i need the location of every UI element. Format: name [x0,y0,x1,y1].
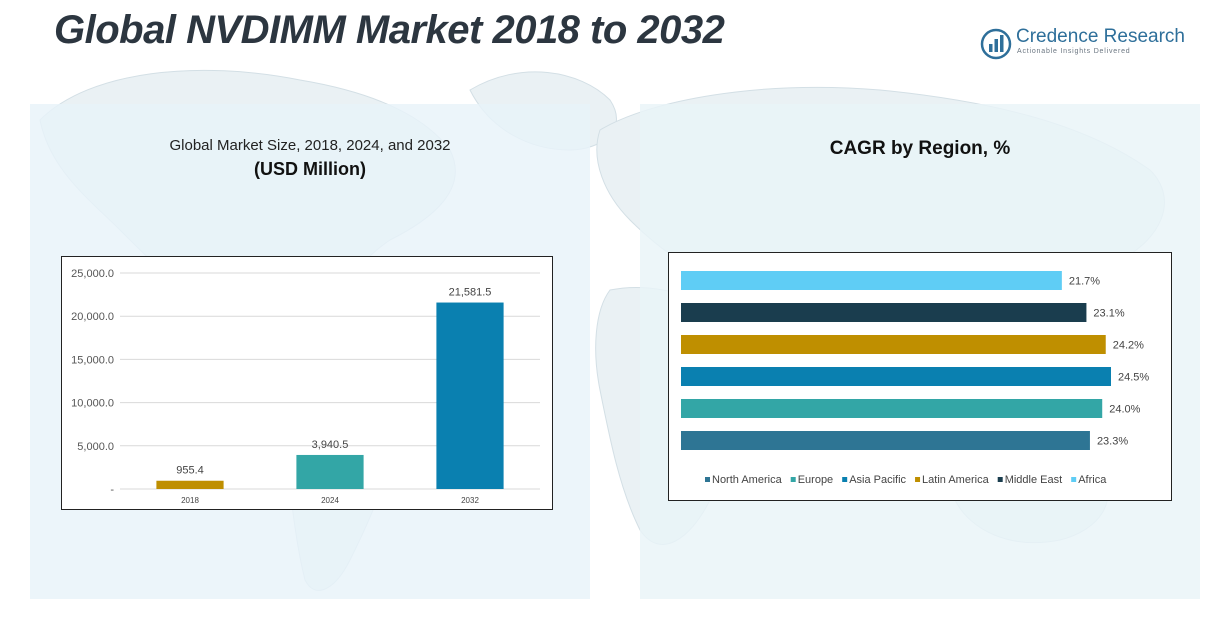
cagr-bar [681,303,1087,322]
legend-swatch [705,477,710,482]
market-size-panel: Global Market Size, 2018, 2024, and 2032… [30,104,590,599]
x-tick-label: 2018 [181,496,199,505]
logo-tagline: Actionable Insights Delivered [1017,48,1131,55]
cagr-chart-frame: 21.7% 23.1% 24.2% 24.5% 24.0% 23.3% North Amer… [668,252,1172,501]
market-size-chart-frame: - 5,000.0 10,000.0 15,000.0 20,000.0 25,000.0… [61,256,553,510]
market-size-bar-chart: - 5,000.0 10,000.0 15,000.0 20,000.0 25,000.0… [71,268,540,505]
market-size-title: Global Market Size, 2018, 2024, and 2032 [169,137,451,154]
bar-value-label: 21,581.5 [449,287,492,299]
legend-label: Europe [798,474,833,486]
cagr-bar [681,431,1090,450]
bar-value-label: 3,940.5 [312,439,349,451]
x-tick-label: 2032 [461,496,479,505]
cagr-bar [681,367,1111,386]
legend-swatch [915,477,921,482]
cagr-title: CAGR by Region, % [829,138,1011,159]
legend-label: North America [712,474,783,486]
legend-swatch [790,477,796,482]
legend-label: Latin America [922,474,990,486]
y-tick-label: 20,000.0 [71,311,114,323]
legend-swatch [842,477,848,482]
logo-icon [980,28,1012,60]
legend-label: Middle East [1005,474,1062,486]
cagr-value-label: 24.5% [1118,372,1149,384]
bar-value-label: 955.4 [176,465,204,477]
y-tick-label: 25,000.0 [71,268,114,280]
bar [296,454,364,489]
cagr-bar [681,335,1106,354]
cagr-horizontal-bar-chart: 21.7% 23.1% 24.2% 24.5% 24.0% 23.3% North Amer… [681,271,1149,486]
cagr-value-label: 23.3% [1097,436,1128,448]
legend-label: Africa [1078,474,1107,486]
bar [156,480,224,489]
y-tick-label: 5,000.0 [77,441,114,453]
x-tick-label: 2024 [321,496,339,505]
bar [436,302,504,489]
page-title: Global NVDIMM Market 2018 to 2032 [54,8,725,52]
legend-swatch [997,477,1003,482]
legend-label: Asia Pacific [849,474,906,486]
cagr-bar [681,399,1103,418]
cagr-bar [681,271,1062,290]
cagr-value-label: 24.2% [1113,340,1144,352]
cagr-value-label: 24.0% [1109,404,1140,416]
cagr-value-label: 23.1% [1093,308,1124,320]
market-size-unit: (USD Million) [254,159,366,179]
credence-research-logo: Credence Research Actionable Insights De… [980,26,1185,62]
y-tick-label: 10,000.0 [71,398,114,410]
logo-name: Credence Research [1016,26,1185,47]
cagr-panel: CAGR by Region, % 21.7% 23.1% 24.2% 24.5% 24… [640,104,1200,599]
legend-swatch [1071,477,1077,482]
y-tick-label: 15,000.0 [71,354,114,366]
y-tick-label: - [110,484,114,496]
cagr-value-label: 21.7% [1069,276,1100,288]
